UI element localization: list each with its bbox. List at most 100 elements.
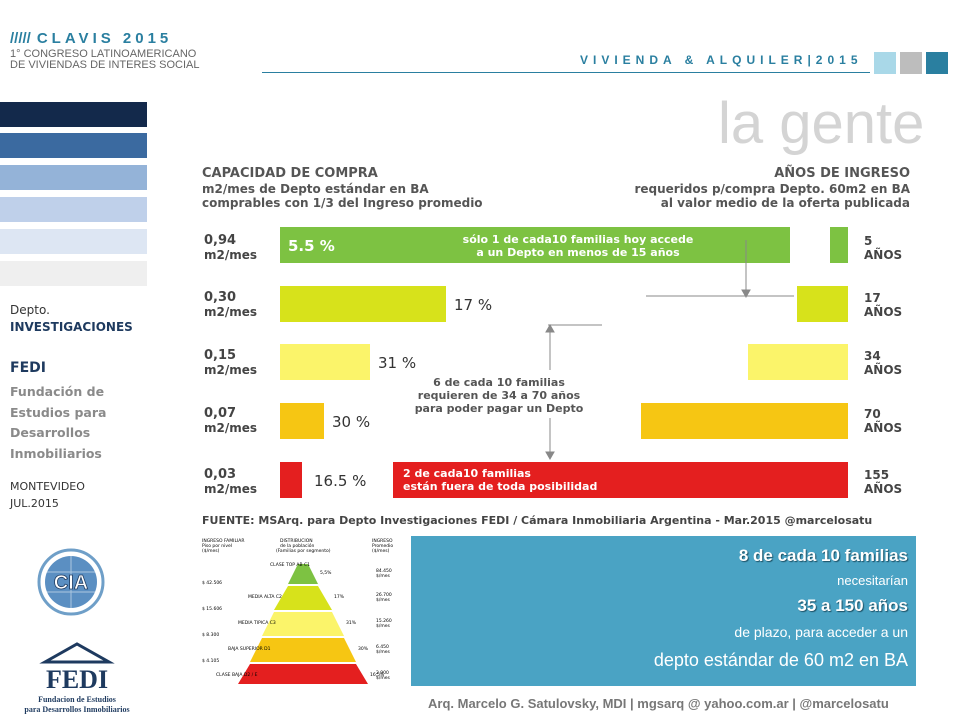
years-value: 5 [864, 234, 873, 248]
pyr-pct-5: 16,5% [370, 672, 385, 678]
pyr-avg-1: 84.450 [376, 568, 392, 574]
pyr-h1c: ($/mes) [202, 548, 220, 554]
pyr-floor-3: $ 15.606 [202, 606, 222, 612]
bar-row-3 [280, 344, 370, 380]
chart-source: FUENTE: MSArq. para Depto Investigacione… [202, 514, 873, 527]
pyr-avg-4: 6.450 [376, 644, 389, 650]
row-m2-value: 0,07 [204, 406, 237, 421]
note-mid-line-1: 6 de cada 10 familias [433, 376, 565, 389]
pyr-h3: INGRESO [372, 538, 393, 544]
org-long-name: Fundación de Estudios para Desarrollos I… [10, 382, 130, 464]
pct-row-1: 5.5 % [288, 237, 335, 255]
pyr-label-1: CLASE TOP AB C1 [270, 562, 310, 568]
pyr-avg-unit-5: $/mes [376, 675, 391, 681]
sidebar-stripe-1 [0, 102, 147, 127]
department: Depto. INVESTIGACIONES [10, 302, 133, 336]
years-row-3: 34 AÑOS [864, 349, 902, 377]
left-subheading-2: comprables con 1/3 del Ingreso promedio [202, 196, 483, 210]
left-heading: CAPACIDAD DE COMPRA [202, 166, 378, 181]
years-unit: AÑOS [864, 363, 903, 377]
years-bar-row-2 [797, 286, 848, 322]
row-m2-unit: m2/mes [204, 482, 258, 496]
pyr-pct-4: 30% [358, 646, 369, 652]
summary-line-3: 35 a 150 años [797, 596, 908, 615]
pyr-floor-5: $ 4.105 [202, 658, 219, 664]
years-unit: AÑOS [864, 421, 903, 435]
years-bar-row-3 [748, 344, 848, 380]
arrow-head-mid [545, 323, 555, 333]
pyr-h2c: (Familias por segmento) [276, 548, 331, 554]
location-date: MONTEVIDEO JUL.2015 [10, 478, 85, 512]
purchase-capacity-chart: CAPACIDAD DE COMPRA m2/mes de Depto está… [198, 160, 928, 532]
note-bottom: 2 de cada10 familias están fuera de toda… [403, 467, 597, 493]
pyr-h1b: Piso por nivel [202, 543, 232, 549]
years-bar-row-1 [830, 227, 848, 263]
org-short-name: FEDI [10, 360, 46, 376]
pyr-avg-unit-4: $/mes [376, 649, 391, 655]
cia-logo-text: CIA [54, 572, 88, 594]
pyr-pct-1: 5,5% [320, 570, 332, 576]
bar-row-5 [280, 462, 302, 498]
row-label-2: 0,30 m2/mes [204, 291, 257, 320]
brand-slashes: ///// [10, 30, 31, 47]
years-bar-row-4 [641, 403, 848, 439]
pyr-h3c: ($/mes) [372, 548, 390, 554]
row-label-3: 0,15 m2/mes [204, 349, 258, 378]
date: JUL.2015 [10, 497, 59, 510]
org-long-name-line-1: Fundación de [10, 384, 105, 399]
arrow-head-bottom [545, 451, 555, 461]
left-subheading-1: m2/mes de Depto estándar en BA [202, 182, 429, 196]
congress-subtitle: 1° CONGRESO LATINOAMERICANO DE VIVIENDAS… [10, 49, 200, 71]
years-value: 70 [864, 407, 881, 421]
sidebar-stripe-5 [0, 229, 147, 254]
row-m2-value: 0,94 [204, 233, 237, 248]
tagline: VIVIENDA & ALQUILER|2015 [580, 53, 863, 67]
note-bottom-line-1: 2 de cada10 familias [403, 467, 531, 480]
sidebar-stripe-2 [0, 133, 147, 158]
row-m2-value: 0,03 [204, 467, 237, 482]
fedi-logo: FEDI Fundacion de Estudios para Desarrol… [24, 642, 130, 714]
note-mid: 6 de cada 10 familias requieren de 34 a … [406, 376, 592, 415]
summary-line-2: necesitarían [837, 573, 908, 588]
cia-logo: CIA [37, 548, 105, 616]
summary-line-5: depto estándar de 60 m2 en BA [653, 650, 908, 670]
org-long-name-line-3: Desarrollos [10, 425, 91, 440]
years-unit: AÑOS [864, 482, 903, 496]
pyr-floor-2: $ 42.506 [202, 580, 222, 586]
pyr-level-1 [288, 564, 318, 584]
note-mid-line-2: requieren de 34 a 70 años [417, 389, 581, 402]
years-value: 34 [864, 349, 881, 363]
sidebar-stripe-3 [0, 165, 147, 190]
row-m2-unit: m2/mes [204, 248, 258, 262]
years-row-5: 155 AÑOS [864, 468, 902, 496]
congress-line-2: DE VIVIENDAS DE INTERES SOCIAL [10, 59, 200, 71]
pyr-level-5 [238, 664, 368, 684]
pyr-avg-unit-2: $/mes [376, 597, 391, 603]
org-long-name-line-4: Inmobiliarios [10, 445, 102, 461]
pyr-avg-5: 2.900 [376, 670, 389, 676]
years-unit: AÑOS [864, 248, 903, 262]
pyr-label-4: BAJA SUPERIOR D1 [228, 646, 271, 652]
org-long-name-line-2: Estudios para [10, 404, 107, 420]
right-subheading-1: requeridos p/compra Depto. 60m2 en BA [634, 182, 910, 196]
row-m2-unit: m2/mes [204, 363, 258, 377]
row-label-4: 0,07 m2/mes [204, 406, 257, 436]
pyr-avg-2: 26.700 [376, 592, 392, 598]
sidebar-stripe-4 [0, 197, 147, 222]
department-line-1: Depto. [10, 303, 50, 317]
pyr-floor-4: $ 8.300 [202, 632, 219, 638]
years-unit: AÑOS [864, 305, 903, 319]
brand-name: CLAVIS 2015 [36, 30, 173, 47]
pyr-level-2 [274, 586, 332, 610]
pct-row-3: 31 % [378, 354, 417, 372]
years-bar-row-5 [393, 462, 848, 498]
header-square-3 [926, 52, 948, 74]
fedi-logo-sub-2: para Desarrollos Inmobiliarios [24, 705, 129, 714]
pyr-avg-3: 15.260 [376, 618, 392, 624]
pct-row-2: 17 % [454, 296, 493, 314]
bar-row-4 [280, 403, 324, 439]
pyr-avg-unit-3: $/mes [376, 623, 391, 629]
right-heading: AÑOS DE INGRESO [774, 166, 910, 181]
pyr-label-5: CLASE BAJA D2 / E [216, 672, 258, 678]
sidebar-stripe-6 [0, 261, 147, 286]
